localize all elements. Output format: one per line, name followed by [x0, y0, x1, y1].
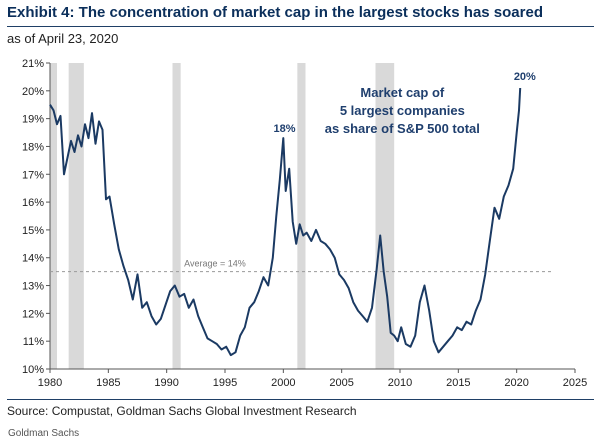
x-tick-label: 2025: [563, 377, 587, 389]
peak-2000-label: 18%: [273, 123, 295, 135]
series-line: [49, 87, 522, 357]
x-tick-label: 1990: [154, 377, 178, 389]
x-tick-label: 2020: [504, 377, 528, 389]
y-tick-label: 19%: [22, 114, 44, 126]
chart-title: Exhibit 4: The concentration of market c…: [7, 4, 543, 21]
recession-band: [297, 63, 306, 369]
x-tick-label: 1995: [213, 377, 237, 389]
recession-band: [68, 63, 84, 369]
chart-subtitle: as of April 23, 2020: [7, 31, 119, 46]
x-tick-label: 1985: [96, 377, 120, 389]
y-tick-label: 21%: [22, 58, 44, 70]
recession-band: [50, 63, 57, 369]
y-tick-label: 15%: [22, 225, 44, 237]
average-label: Average = 14%: [184, 259, 246, 269]
x-tick-label: 2010: [388, 377, 412, 389]
title-divider: [7, 26, 594, 27]
y-tick-label: 20%: [22, 86, 44, 98]
source-divider: [7, 399, 594, 400]
x-tick-label: 2015: [446, 377, 470, 389]
x-tick-label: 1980: [38, 377, 62, 389]
footer-brand: Goldman Sachs: [8, 428, 80, 439]
series-annotation-line: 5 largest companies: [340, 103, 465, 118]
y-tick-label: 16%: [22, 197, 44, 209]
x-tick-label: 2000: [271, 377, 295, 389]
x-tick-label: 2005: [329, 377, 353, 389]
recession-band: [172, 63, 181, 369]
y-tick-label: 11%: [23, 336, 44, 348]
y-tick-label: 17%: [22, 169, 44, 181]
y-tick-label: 12%: [22, 308, 44, 320]
series-annotation-line: as share of S&P 500 total: [325, 121, 480, 136]
y-tick-label: 14%: [22, 253, 44, 265]
series-annotation-line: Market cap of: [360, 85, 444, 100]
y-tick-label: 18%: [22, 141, 44, 153]
source-note: Source: Compustat, Goldman Sachs Global …: [7, 404, 357, 418]
peak-2020-label: 20%: [514, 71, 536, 83]
recession-band: [375, 63, 395, 369]
y-tick-label: 10%: [22, 364, 44, 376]
y-tick-label: 13%: [22, 281, 44, 293]
